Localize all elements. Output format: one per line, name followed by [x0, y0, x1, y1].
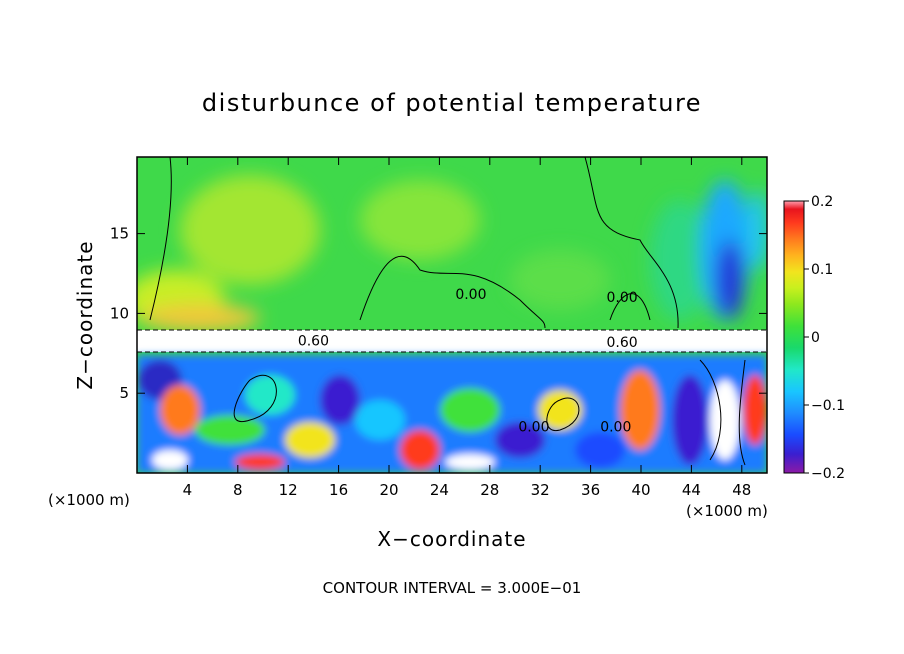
x-tick-label: 32	[531, 481, 550, 499]
lower-field-blobs	[137, 355, 767, 473]
chart-title: disturbunce of potential temperature	[202, 89, 702, 117]
contour-interval-note: CONTOUR INTERVAL = 3.000E−01	[323, 579, 582, 597]
y-ticks: 5 10 15	[110, 225, 767, 402]
y-axis-label: Z−coordinate	[73, 240, 97, 389]
contour-lines	[137, 157, 767, 466]
x-tick-label: 20	[379, 481, 398, 499]
y-tick-label: 5	[119, 384, 129, 402]
contour-label: 0.60	[607, 335, 638, 351]
x-ticks: 4 8 12 16 20 24 28 32 36 40 44 48	[183, 157, 751, 499]
y-tick-label: 10	[110, 304, 129, 322]
contour-labels: 0.00 0.00 0.60 0.60 0.00 0.00	[298, 287, 638, 435]
contour-label: 0.00	[455, 287, 486, 303]
colorbar-tick-label: 0.1	[811, 262, 833, 278]
colorbar-tick-label: 0.2	[811, 194, 833, 210]
plot-frame	[136, 156, 768, 474]
x-tick-label: 44	[682, 481, 701, 499]
colorbar-tick-label: −0.1	[811, 398, 845, 414]
x-tick-label: 40	[631, 481, 650, 499]
x-tick-label: 24	[430, 481, 449, 499]
upper-field-blobs	[137, 175, 767, 332]
heatmap-field: 0.00 0.00 0.60 0.60 0.00 0.00	[137, 157, 767, 473]
colorbar-gradient	[783, 200, 805, 474]
contour-label: 0.00	[607, 290, 638, 306]
colorbar: 0.2 0.1 0 −0.1 −0.2	[783, 194, 845, 482]
colorbar-ticks: 0.2 0.1 0 −0.1 −0.2	[804, 194, 845, 482]
contour-label: 0.60	[298, 333, 329, 349]
x-tick-label: 28	[480, 481, 499, 499]
contour-label: 0.00	[600, 420, 631, 436]
x-unit-left: (×1000 m)	[48, 491, 130, 509]
x-tick-label: 16	[329, 481, 348, 499]
x-unit-right: (×1000 m)	[686, 502, 768, 520]
x-tick-label: 8	[233, 481, 243, 499]
x-axis-label: X−coordinate	[377, 527, 526, 551]
contour-label: 0.00	[518, 420, 549, 436]
x-tick-label: 12	[279, 481, 298, 499]
x-tick-label: 48	[732, 481, 751, 499]
x-tick-label: 4	[183, 481, 193, 499]
colorbar-tick-label: −0.2	[811, 466, 845, 482]
x-tick-label: 36	[581, 481, 600, 499]
colorbar-tick-label: 0	[811, 330, 820, 346]
y-tick-label: 15	[110, 225, 129, 243]
